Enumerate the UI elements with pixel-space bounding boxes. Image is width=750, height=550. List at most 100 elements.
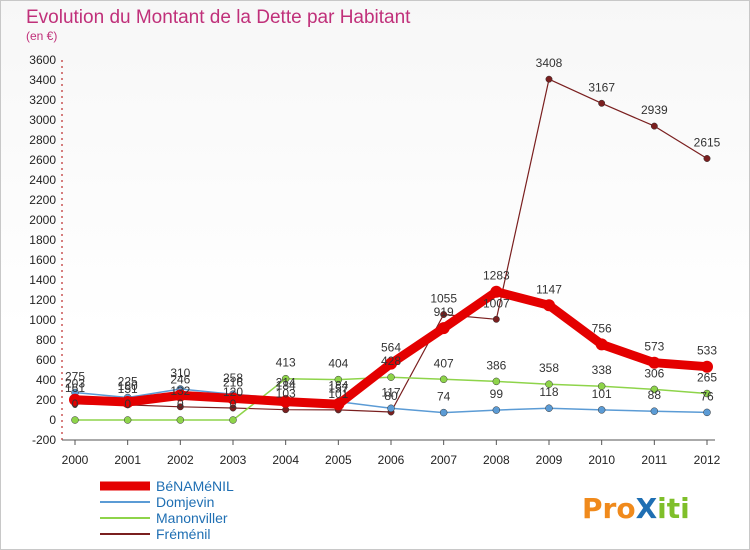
data-label: 428 — [381, 354, 401, 368]
y-tick-label: 3600 — [29, 53, 56, 67]
series-2 — [71, 373, 711, 424]
data-label: 564 — [381, 341, 401, 355]
data-point — [597, 382, 606, 390]
data-label: 0 — [230, 397, 237, 411]
data-point — [229, 404, 237, 412]
y-tick-label: 2200 — [29, 193, 56, 207]
data-point — [490, 285, 503, 298]
x-tick-label: 2010 — [588, 453, 615, 467]
data-label: 151 — [118, 382, 138, 396]
x-tick-label: 2012 — [694, 453, 721, 467]
series-layer — [69, 75, 713, 424]
x-tick-label: 2002 — [167, 453, 194, 467]
data-point — [174, 389, 187, 402]
data-label: 386 — [486, 358, 506, 372]
x-tick-label: 2009 — [536, 453, 563, 467]
data-label: 358 — [539, 361, 559, 375]
data-point — [176, 416, 185, 424]
data-label: 80 — [384, 389, 398, 403]
data-point — [123, 416, 132, 424]
x-tick-label: 2001 — [114, 453, 141, 467]
data-label: 573 — [644, 340, 664, 354]
data-label: 132 — [170, 384, 190, 398]
data-point — [650, 122, 658, 130]
data-label: 1007 — [483, 296, 510, 310]
data-label: 117 — [381, 385, 400, 399]
data-label: 180 — [118, 379, 138, 393]
y-tick-label: 0 — [49, 413, 56, 427]
data-label: 76 — [700, 389, 714, 403]
data-point — [701, 360, 713, 373]
data-label: 2939 — [641, 103, 668, 117]
data-label: 99 — [490, 387, 504, 401]
data-label: 258 — [223, 371, 243, 385]
data-label: 1147 — [536, 282, 562, 296]
x-tick-label: 2003 — [220, 453, 247, 467]
y-tick-label: 2000 — [29, 213, 56, 227]
x-tick-label: 2000 — [62, 453, 89, 467]
data-label: 0 — [124, 397, 131, 411]
data-point — [492, 315, 500, 323]
data-label: 118 — [539, 385, 558, 399]
data-label: 1055 — [430, 292, 457, 306]
data-label: 184 — [328, 379, 348, 393]
data-point — [121, 396, 134, 408]
data-point — [387, 373, 395, 381]
data-label: 310 — [170, 366, 190, 380]
data-label: 756 — [592, 321, 612, 335]
data-label: 3167 — [588, 80, 615, 94]
data-point — [703, 389, 711, 398]
data-point — [281, 374, 290, 383]
y-tick-label: 1000 — [29, 313, 56, 327]
data-point — [440, 311, 448, 318]
data-point — [650, 385, 659, 394]
data-point — [227, 392, 239, 405]
data-label: 88 — [648, 388, 662, 402]
x-tick-label: 2006 — [378, 453, 405, 467]
data-point — [385, 357, 397, 370]
data-label: 0 — [177, 397, 184, 411]
data-label: 275 — [65, 370, 85, 384]
data-label: 157 — [328, 381, 348, 395]
data-label: 184 — [276, 379, 296, 393]
data-label: 74 — [437, 390, 451, 404]
y-tick-label: 600 — [36, 353, 56, 367]
data-point — [439, 408, 448, 417]
data-point — [229, 416, 237, 424]
data-point — [648, 356, 661, 369]
y-tick-label: 3000 — [29, 113, 56, 127]
data-point — [545, 75, 553, 83]
x-tick-label: 2005 — [325, 453, 352, 467]
data-label: 216 — [223, 375, 243, 389]
legend-label: Domjevin — [156, 494, 214, 510]
data-point — [545, 404, 553, 412]
data-point — [545, 380, 553, 388]
data-point — [492, 377, 501, 386]
y-tick-label: 2800 — [29, 133, 56, 147]
data-label: 203 — [65, 377, 85, 391]
data-point — [71, 416, 79, 424]
data-label: 101 — [592, 387, 612, 401]
data-label: 533 — [697, 344, 717, 358]
y-tick-label: 2400 — [29, 173, 56, 187]
y-tick-label: 1800 — [29, 233, 56, 247]
data-point — [332, 398, 345, 411]
data-point — [703, 155, 711, 162]
data-point — [334, 375, 343, 384]
data-label: 214 — [276, 376, 296, 390]
data-label: 1283 — [483, 269, 510, 283]
y-tick-label: 400 — [36, 373, 56, 387]
legend-label: Fréménil — [156, 526, 210, 542]
y-tick-label: 1600 — [29, 253, 56, 267]
data-label: 2615 — [694, 136, 721, 150]
x-tick-label: 2004 — [272, 453, 299, 467]
x-tick-label: 2007 — [430, 453, 457, 467]
data-label: 161 — [65, 381, 85, 395]
data-point — [69, 393, 81, 406]
data-point — [279, 395, 292, 408]
data-point — [387, 404, 395, 413]
